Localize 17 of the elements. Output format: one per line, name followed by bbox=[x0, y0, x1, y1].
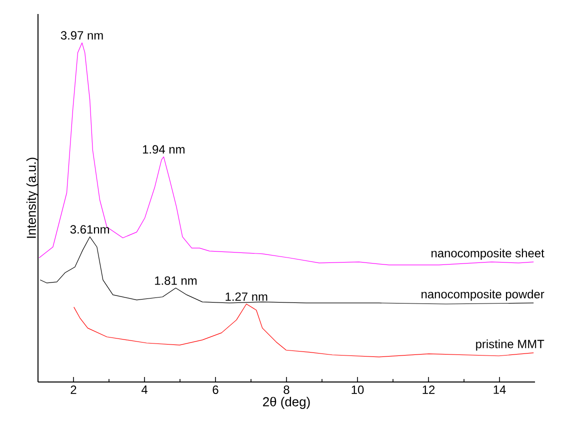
x-tick-label: 12 bbox=[422, 386, 435, 394]
x-tick-label: 6 bbox=[212, 386, 218, 394]
x-tick-label: 2 bbox=[70, 386, 76, 394]
annotation: 1.81 nm bbox=[155, 276, 197, 285]
series-label: nanocomposite sheet bbox=[432, 248, 544, 260]
series-label: nanocomposite powder bbox=[422, 290, 544, 301]
x-axis-title: 2θ (deg) bbox=[263, 396, 310, 409]
y-axis-title: Intensity (a.u.) bbox=[26, 158, 38, 238]
annotation: 1.94 nm bbox=[142, 145, 184, 154]
x-tick-label: 10 bbox=[352, 386, 364, 394]
x-tick-label: 8 bbox=[284, 386, 290, 394]
x-tick-label: 14 bbox=[494, 386, 506, 394]
annotation: 3.61nm bbox=[70, 225, 109, 234]
annotation: 1.27 nm bbox=[226, 292, 268, 301]
x-tick-label: 4 bbox=[141, 386, 148, 394]
series-label: pristine MMT bbox=[476, 340, 544, 351]
annotation: 3.97 nm bbox=[60, 31, 103, 40]
